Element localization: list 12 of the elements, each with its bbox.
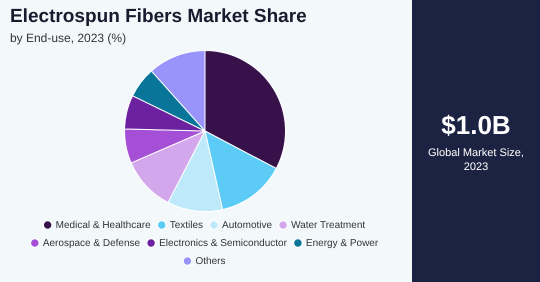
legend-label: Energy & Power [306, 238, 379, 249]
chart-title: Electrospun Fibers Market Share [10, 6, 307, 28]
legend-label: Medical & Healthcare [56, 220, 152, 231]
legend-label: Automotive [222, 220, 273, 231]
legend-label: Electronics & Semiconductor [159, 238, 288, 249]
text: Global Market Size, 2023 [427, 146, 525, 174]
legend-label: Others [195, 256, 226, 267]
legend-label: Water Treatment [291, 220, 366, 231]
legend-label: Aerospace & Defense [42, 238, 141, 249]
legend-label: Textiles [170, 220, 204, 231]
text: $1.0B [440, 110, 512, 141]
chart-subtitle: by End-use, 2023 (%) [10, 31, 126, 45]
